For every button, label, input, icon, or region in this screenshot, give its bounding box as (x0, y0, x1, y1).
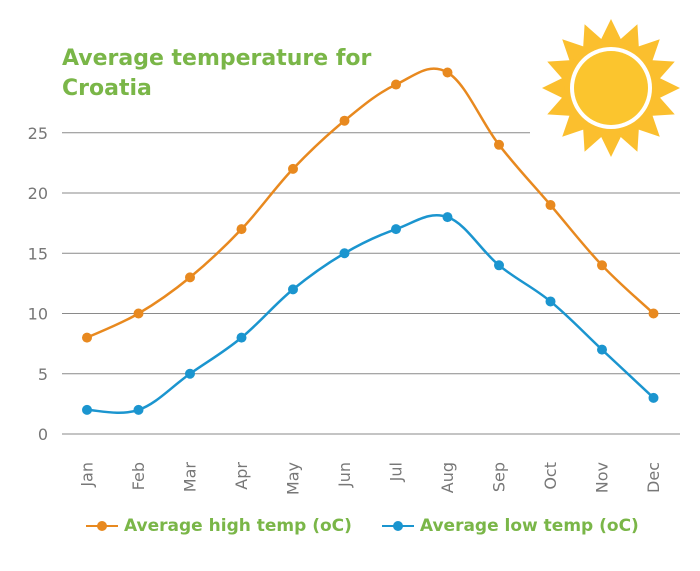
x-tick-label: Oct (541, 462, 560, 490)
data-point-low (339, 248, 350, 259)
x-axis-tick-labels: Jan Feb Mar Apr May Jun Jul Aug Sep Oct Nov Dec (78, 462, 663, 496)
data-point-high (391, 79, 401, 90)
data-point-high (648, 308, 659, 319)
x-tick-label: Nov (593, 462, 612, 493)
data-point-low (391, 224, 401, 235)
series-line-low (86, 214, 655, 415)
y-tick-label: 0 (38, 425, 48, 444)
data-point-high (597, 260, 607, 271)
data-point-high (494, 139, 504, 150)
data-point-high (133, 308, 144, 319)
legend-item-high: Average high temp (oC) (86, 516, 352, 536)
y-axis-tick-labels: 0 5 10 15 20 25 (28, 124, 48, 444)
x-tick-label: Mar (181, 462, 200, 493)
sun-icon (542, 19, 680, 157)
chart-title: Average temperature for Croatia (62, 46, 372, 101)
x-tick-label: Apr (232, 462, 251, 490)
y-tick-label: 5 (38, 365, 48, 384)
data-point-high (288, 163, 298, 174)
x-tick-label: Jun (335, 462, 354, 488)
series-lines (82, 67, 659, 415)
data-point-low (236, 332, 247, 343)
legend: Average high temp (oC) Average low temp … (86, 516, 669, 536)
legend-label-high: Average high temp (oC) (124, 516, 352, 536)
x-tick-label: May (284, 462, 303, 495)
y-tick-label: 10 (28, 305, 48, 324)
x-tick-label: Jan (78, 462, 97, 488)
legend-item-low: Average low temp (oC) (381, 516, 639, 536)
y-tick-label: 25 (28, 124, 48, 143)
data-point-high (545, 200, 556, 211)
data-point-high (82, 332, 92, 343)
x-tick-label: Aug (438, 462, 457, 493)
data-point-low (288, 284, 298, 295)
data-point-low (597, 344, 607, 355)
data-point-low (133, 404, 144, 415)
data-point-high (236, 224, 247, 235)
data-point-low (82, 404, 92, 415)
x-tick-label: Feb (129, 462, 148, 490)
data-point-low (185, 368, 195, 379)
data-point-high (185, 272, 195, 283)
data-point-low (442, 212, 453, 223)
x-tick-label: Jul (387, 462, 406, 482)
data-point-high (442, 67, 453, 78)
legend-swatch-high (86, 519, 118, 533)
grid-lines (62, 132, 680, 435)
legend-swatch-low (381, 519, 414, 533)
data-point-low (648, 392, 659, 403)
y-tick-label: 20 (28, 184, 48, 203)
x-tick-label: Sep (490, 462, 509, 492)
x-tick-label: Dec (644, 462, 663, 493)
y-tick-label: 15 (28, 244, 48, 263)
data-point-high (339, 115, 350, 126)
data-point-low (545, 296, 556, 307)
legend-label-low: Average low temp (oC) (419, 516, 639, 536)
data-point-low (494, 260, 504, 271)
